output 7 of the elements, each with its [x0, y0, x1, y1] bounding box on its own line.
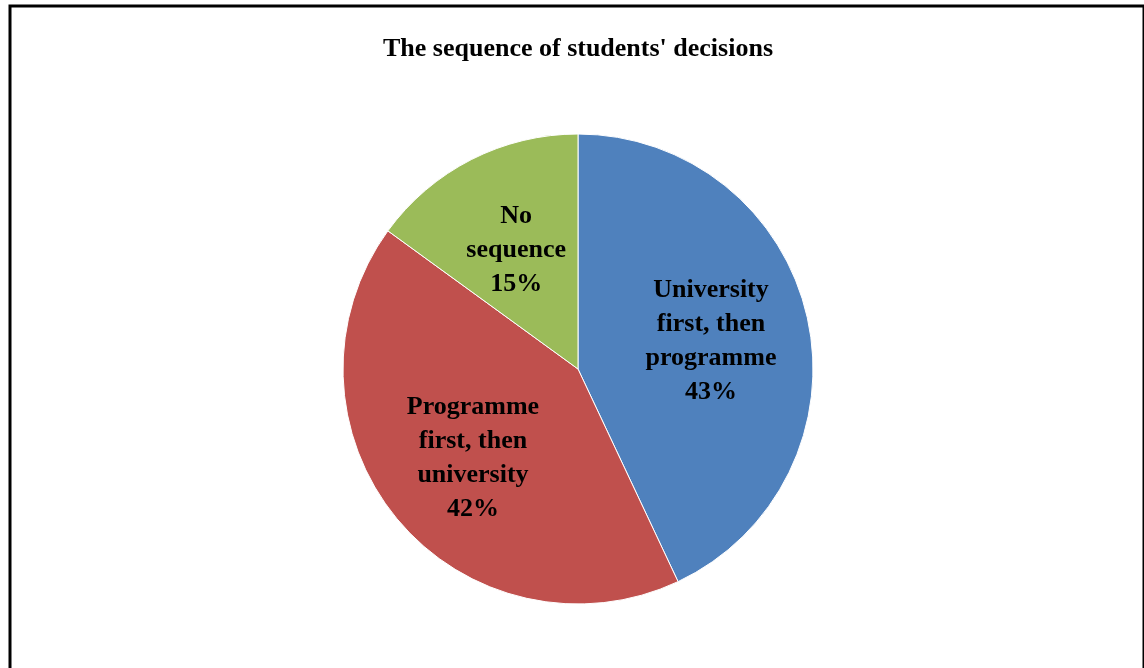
- slice-label: Programme first, then university: [406, 390, 540, 488]
- chart-title: The sequence of students' decisions: [382, 33, 774, 62]
- slice-label: No sequence: [466, 199, 566, 263]
- slice-label: University first, then programme: [645, 274, 777, 372]
- data-label: 42%: [446, 492, 499, 522]
- data-label: 15%: [490, 267, 543, 297]
- data-label: 43%: [685, 376, 738, 406]
